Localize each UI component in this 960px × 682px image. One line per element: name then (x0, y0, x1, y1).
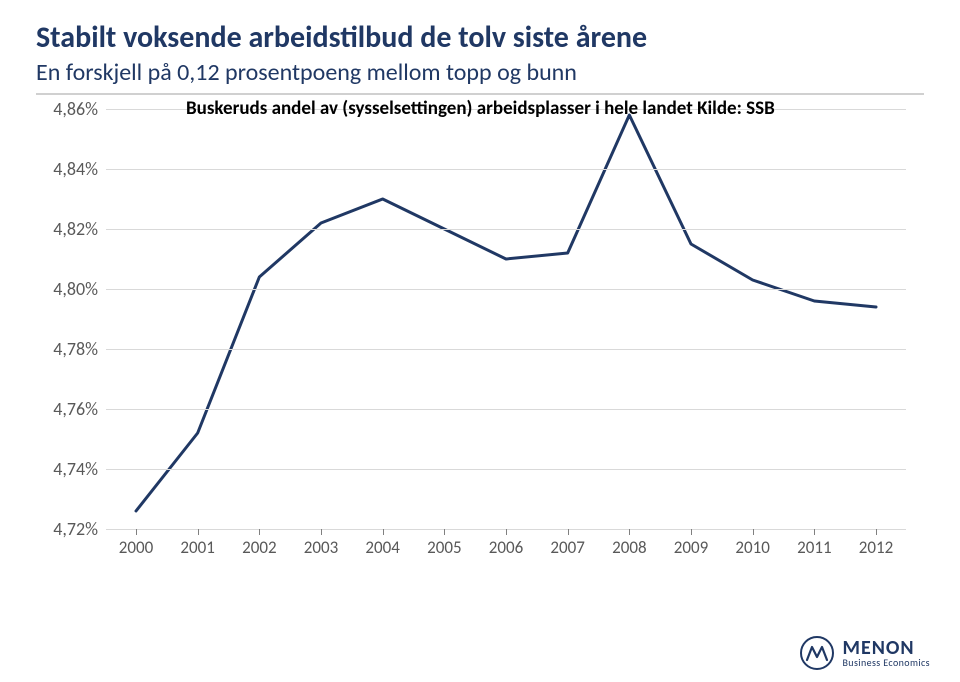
x-tick (444, 529, 445, 535)
x-tick-label: 2007 (550, 537, 584, 558)
x-tick-label: 2005 (427, 537, 461, 558)
y-tick-label: 4,72% (53, 518, 98, 540)
gridline (106, 289, 906, 290)
series-title: Buskeruds andel av (sysselsettingen) arb… (186, 97, 775, 120)
x-tick (814, 529, 815, 535)
x-tick-label: 2000 (119, 537, 153, 558)
slide: Stabilt voksende arbeidstilbud de tolv s… (0, 0, 960, 682)
x-axis: 2000 2001 2002 2003 2004 2005 2006 2007 2008 2009… (106, 529, 906, 569)
x-tick (506, 529, 507, 535)
y-axis: 4,72%4,74%4,76%4,78%4,80%4,82%4,84%4,86% (46, 109, 106, 529)
x-tick (259, 529, 260, 535)
x-tick-label: 2006 (489, 537, 523, 558)
gridline (106, 169, 906, 170)
x-tick (321, 529, 322, 535)
logo-tagline: Business Economics (842, 658, 930, 668)
x-tick (629, 529, 630, 535)
y-tick-label: 4,76% (53, 398, 98, 420)
page-title: Stabilt voksende arbeidstilbud de tolv s… (36, 20, 924, 56)
x-tick-label: 2001 (180, 537, 214, 558)
chart: 4,72%4,74%4,76%4,78%4,80%4,82%4,84%4,86%… (46, 109, 916, 569)
y-tick-label: 4,74% (53, 458, 98, 480)
divider (36, 93, 924, 95)
x-tick-label: 2004 (365, 537, 399, 558)
y-tick-label: 4,80% (53, 278, 98, 300)
x-tick-label: 2011 (797, 537, 831, 558)
x-tick (568, 529, 569, 535)
line-svg (106, 109, 906, 529)
x-tick-label: 2008 (612, 537, 646, 558)
x-tick (198, 529, 199, 535)
logo-brand: MENON (842, 638, 930, 658)
x-tick-label: 2012 (859, 537, 893, 558)
page-subtitle: En forskjell på 0,12 prosentpoeng mellom… (36, 58, 924, 87)
logo-icon (800, 636, 834, 670)
y-tick-label: 4,86% (53, 98, 98, 120)
y-tick-label: 4,84% (53, 158, 98, 180)
x-tick (753, 529, 754, 535)
x-tick (876, 529, 877, 535)
y-tick-label: 4,82% (53, 218, 98, 240)
gridline (106, 469, 906, 470)
x-tick-label: 2002 (242, 537, 276, 558)
gridline (106, 349, 906, 350)
x-tick (383, 529, 384, 535)
series-line (136, 115, 876, 511)
x-tick-label: 2003 (304, 537, 338, 558)
x-tick (136, 529, 137, 535)
gridline (106, 409, 906, 410)
logo-text: MENON Business Economics (842, 638, 930, 668)
plot-area (106, 109, 906, 529)
x-tick (691, 529, 692, 535)
y-tick-label: 4,78% (53, 338, 98, 360)
x-tick-label: 2010 (735, 537, 769, 558)
footer-logo: MENON Business Economics (800, 636, 930, 670)
x-tick-label: 2009 (674, 537, 708, 558)
gridline (106, 229, 906, 230)
